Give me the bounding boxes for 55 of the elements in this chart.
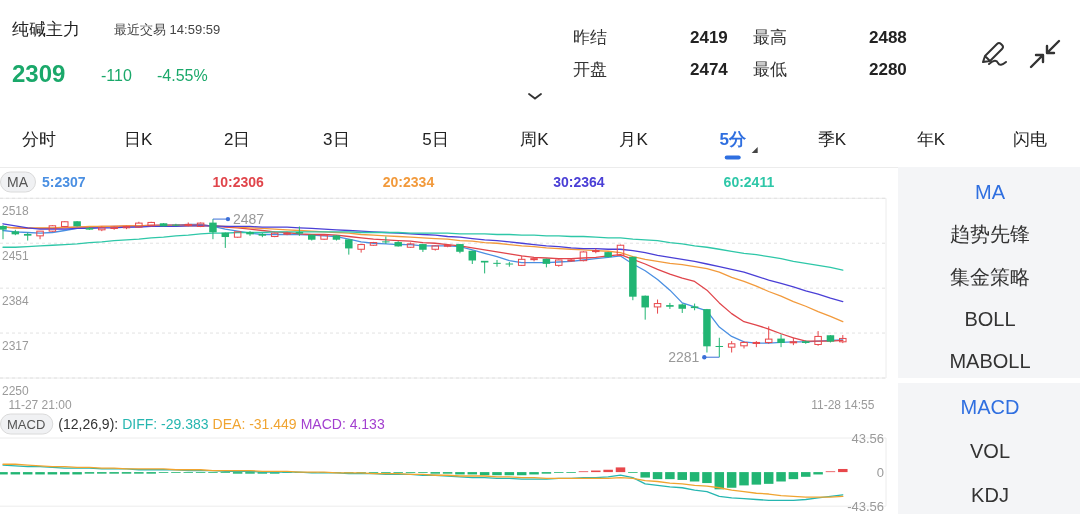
y-tick-label: 2384 (2, 294, 30, 309)
text: 年K (916, 129, 946, 149)
annotation: 2487 (232, 211, 265, 228)
text: 周K (520, 129, 550, 149)
legend-title: MA (7, 174, 29, 190)
text: 2309 (12, 59, 66, 87)
text: DIFF: -29.383 (122, 416, 209, 432)
text: 3日 (323, 129, 350, 149)
x-tick-label: 11-27 21:00 (8, 398, 72, 412)
text: DEA: -31.449 (212, 416, 297, 432)
text: 2419 (690, 27, 728, 47)
text: 最近交易 14:59:59 (114, 21, 221, 37)
text: MACD: 4.133 (300, 416, 385, 432)
x-tick-label: 11-28 14:55 (811, 398, 875, 412)
text: 集金策略 (950, 265, 1030, 288)
y-tick-label: 2451 (2, 249, 30, 264)
text: -4.55% (157, 66, 208, 84)
y-tick-label: 2518 (2, 204, 30, 219)
text: MABOLL (949, 350, 1031, 373)
text: 5:2307 (42, 174, 86, 190)
annotation: 2281 (668, 349, 700, 366)
text: 2488 (869, 27, 907, 47)
y-tick-label: -43.56 (847, 498, 884, 514)
text: BOLL (964, 307, 1016, 330)
text: KDJ (971, 484, 1009, 506)
text: 2280 (869, 59, 907, 79)
text: 2474 (690, 59, 729, 79)
text: 最高 (753, 27, 787, 47)
text: 分时 (22, 129, 56, 149)
text: 纯碱主力 (12, 19, 80, 39)
text: 开盘 (573, 59, 607, 79)
text: 月K (619, 129, 649, 149)
legend-title: MACD (7, 416, 46, 432)
text: 趋势先锋 (950, 223, 1030, 246)
y-tick-label: 0 (876, 464, 884, 480)
y-tick-label: 43.56 (851, 430, 884, 446)
text: 最低 (753, 59, 787, 79)
text: 闪电 (1013, 129, 1047, 149)
y-tick-label: 2250 (2, 384, 30, 398)
text: -110 (101, 66, 132, 84)
text: VOL (969, 440, 1011, 462)
text: 60:2411 (723, 174, 775, 190)
text: 5分 (719, 129, 747, 149)
text: 5日 (422, 129, 449, 149)
y-tick-label: 2317 (2, 339, 30, 354)
text: MA (975, 181, 1006, 203)
text: 10:2306 (212, 174, 264, 190)
text: 30:2364 (553, 174, 605, 190)
text: MACD (960, 396, 1020, 418)
text: 季K (817, 129, 847, 149)
text: 20:2334 (382, 174, 435, 190)
chart-subtitle: (12,26,9): (58, 416, 119, 432)
text: 昨结 (573, 27, 607, 47)
text: 日K (123, 129, 153, 149)
text: 2日 (223, 129, 251, 149)
